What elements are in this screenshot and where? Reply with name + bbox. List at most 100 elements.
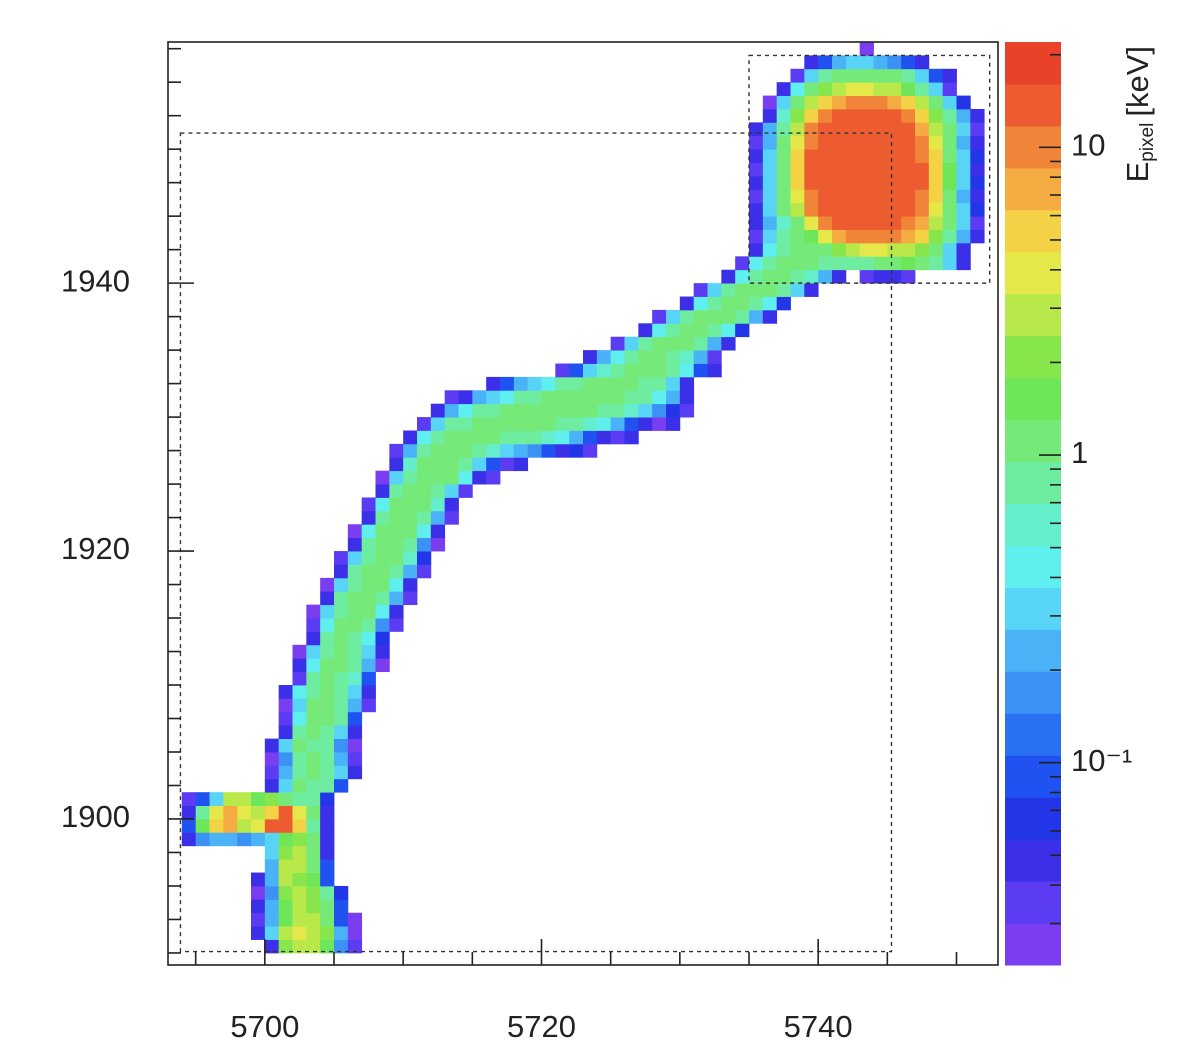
pixel-cell <box>459 444 473 458</box>
pixel-cell <box>846 163 860 177</box>
pixel-cell <box>542 444 556 458</box>
pixel-cell <box>293 698 307 712</box>
pixel-cell <box>846 256 860 270</box>
pixel-cell <box>251 886 265 900</box>
pixel-cell <box>251 792 265 806</box>
pixel-cell <box>265 899 279 913</box>
pixel-cell <box>611 430 625 444</box>
pixel-cell <box>389 551 403 565</box>
pixel-cell <box>915 136 929 150</box>
pixel-cell <box>293 765 307 779</box>
pixel-cell <box>777 230 791 244</box>
pixel-cell <box>763 243 777 257</box>
pixel-cell <box>749 297 763 311</box>
pixel-cell <box>804 189 818 203</box>
pixel-cell <box>348 765 362 779</box>
pixel-cell <box>472 390 486 404</box>
pixel-cell <box>804 176 818 190</box>
pixel-cell <box>749 136 763 150</box>
colorbar-label: Epixel[keV] <box>1120 46 1158 182</box>
pixel-cell <box>320 725 334 739</box>
pixel-cell <box>666 390 680 404</box>
pixel-cell <box>306 899 320 913</box>
pixel-cell <box>348 631 362 645</box>
pixel-cell <box>874 230 888 244</box>
pixel-cell <box>459 404 473 418</box>
pixel-cell <box>306 712 320 726</box>
pixel-cell <box>680 337 694 351</box>
pixel-cell <box>846 109 860 123</box>
pixel-cell <box>929 216 943 230</box>
pixel-cell <box>320 792 334 806</box>
pixel-cell <box>376 564 390 578</box>
pixel-cell <box>666 323 680 337</box>
pixel-cell <box>860 82 874 96</box>
pixel-cell <box>777 176 791 190</box>
pixel-cell <box>306 752 320 766</box>
pixel-cell <box>611 390 625 404</box>
pixel-cell <box>237 792 251 806</box>
pixel-cell <box>459 417 473 431</box>
pixel-cell <box>210 819 224 833</box>
pixel-cell <box>459 484 473 498</box>
pixel-cell <box>874 270 888 284</box>
pixel-cell <box>279 685 293 699</box>
pixel-cell <box>334 698 348 712</box>
pixel-cell <box>874 256 888 270</box>
pixel-cell <box>957 136 971 150</box>
pixel-cell <box>362 538 376 552</box>
pixel-cell <box>943 189 957 203</box>
pixel-cell <box>293 645 307 659</box>
pixel-cell <box>362 578 376 592</box>
pixel-cell <box>293 725 307 739</box>
pixel-cell <box>320 846 334 860</box>
pixel-cell <box>348 685 362 699</box>
pixel-cell <box>915 243 929 257</box>
pixel-cell <box>957 216 971 230</box>
pixel-cell <box>348 538 362 552</box>
pixel-cell <box>804 136 818 150</box>
pixel-cell <box>279 792 293 806</box>
pixel-cell <box>874 176 888 190</box>
pixel-cell <box>638 337 652 351</box>
pixel-cell <box>929 122 943 136</box>
pixel-cell <box>334 899 348 913</box>
pixel-cell <box>708 350 722 364</box>
pixel-cell <box>708 283 722 297</box>
pixel-cell <box>818 96 832 110</box>
pixel-cell <box>749 283 763 297</box>
pixel-cell <box>943 163 957 177</box>
pixel-cell <box>431 444 445 458</box>
pixel-cell <box>860 256 874 270</box>
pixel-cell <box>721 337 735 351</box>
pixel-cell <box>445 417 459 431</box>
pixel-cell <box>362 497 376 511</box>
pixel-cell <box>445 444 459 458</box>
pixel-cell <box>763 203 777 217</box>
pixel-cell <box>514 377 528 391</box>
pixel-cell <box>320 631 334 645</box>
pixel-cell <box>887 55 901 69</box>
pixel-cell <box>500 457 514 471</box>
pixel-cell <box>417 538 431 552</box>
pixel-cell <box>279 712 293 726</box>
pixel-cell <box>472 430 486 444</box>
pixel-cell <box>846 55 860 69</box>
pixel-cell <box>514 417 528 431</box>
pixel-cell <box>210 832 224 846</box>
pixel-cell <box>638 404 652 418</box>
pixel-cell <box>860 149 874 163</box>
pixel-cell <box>929 256 943 270</box>
pixel-cell <box>943 203 957 217</box>
pixel-cell <box>293 752 307 766</box>
pixel-cell <box>666 417 680 431</box>
pixel-cell <box>583 430 597 444</box>
pixel-cell <box>763 256 777 270</box>
pixel-cell <box>694 337 708 351</box>
pixel-cell <box>763 122 777 136</box>
pixel-cell <box>749 256 763 270</box>
pixel-cell <box>417 484 431 498</box>
pixel-cell <box>514 444 528 458</box>
pixel-cell <box>680 350 694 364</box>
pixel-cell <box>542 430 556 444</box>
